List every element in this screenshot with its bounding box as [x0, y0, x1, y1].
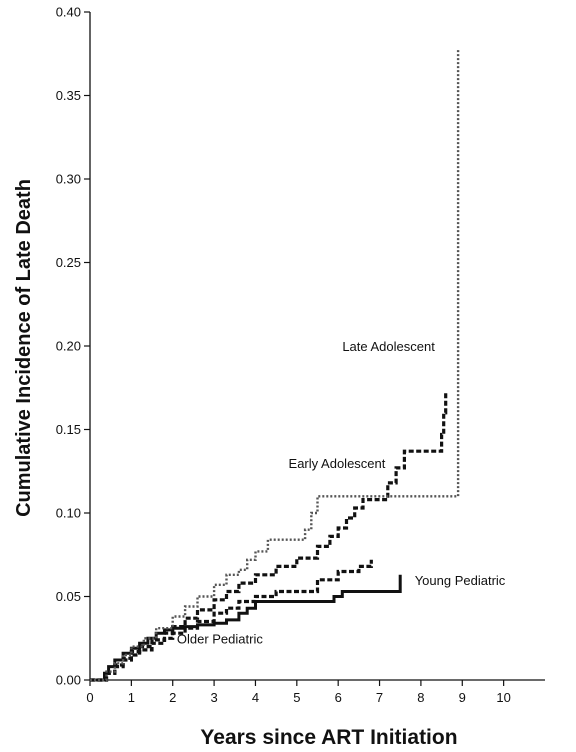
x-tick-label: 8 [417, 690, 424, 705]
x-tick-label: 1 [128, 690, 135, 705]
x-axis-title: Years since ART Initiation [200, 726, 457, 749]
x-tick-label: 7 [376, 690, 383, 705]
y-tick-label: 0.05 [56, 589, 81, 604]
series-group [90, 48, 460, 682]
x-tick-label: 10 [496, 690, 510, 705]
series-label: Early Adolescent [289, 456, 386, 471]
axes: 0.00 0.05 0.10 0.15 0.20 0.25 0.30 0.35 0.40 0 1 2 3… [56, 5, 545, 705]
x-tick-label: 4 [252, 690, 259, 705]
x-tick-label: 2 [169, 690, 176, 705]
y-tick-label: 0.00 [56, 673, 81, 688]
series-line-older-pediatric [90, 559, 373, 682]
y-tick-label: 0.30 [56, 172, 81, 187]
x-tick-label: 6 [335, 690, 342, 705]
series-line-early-adolescent [90, 392, 448, 682]
x-tick-label: 9 [459, 690, 466, 705]
series-labels: Late Adolescent Early Adolescent Young Ped… [177, 339, 506, 646]
series-line-late-adolescent [90, 48, 460, 682]
y-axis-title: Cumulative Incidence of Late Death [13, 179, 35, 517]
series-label: Older Pediatric [177, 631, 263, 646]
series-label: Late Adolescent [342, 339, 435, 354]
series-line-young-pediatric [90, 574, 402, 682]
x-tick-label: 3 [210, 690, 217, 705]
y-tick-label: 0.10 [56, 506, 81, 521]
y-tick-label: 0.15 [56, 422, 81, 437]
x-tick-label: 0 [86, 690, 93, 705]
y-tick-label: 0.35 [56, 88, 81, 103]
series-label: Young Pediatric [415, 573, 506, 588]
y-tick-label: 0.20 [56, 339, 81, 354]
y-tick-label: 0.25 [56, 255, 81, 270]
y-tick-label: 0.40 [56, 5, 81, 20]
x-tick-label: 5 [293, 690, 300, 705]
